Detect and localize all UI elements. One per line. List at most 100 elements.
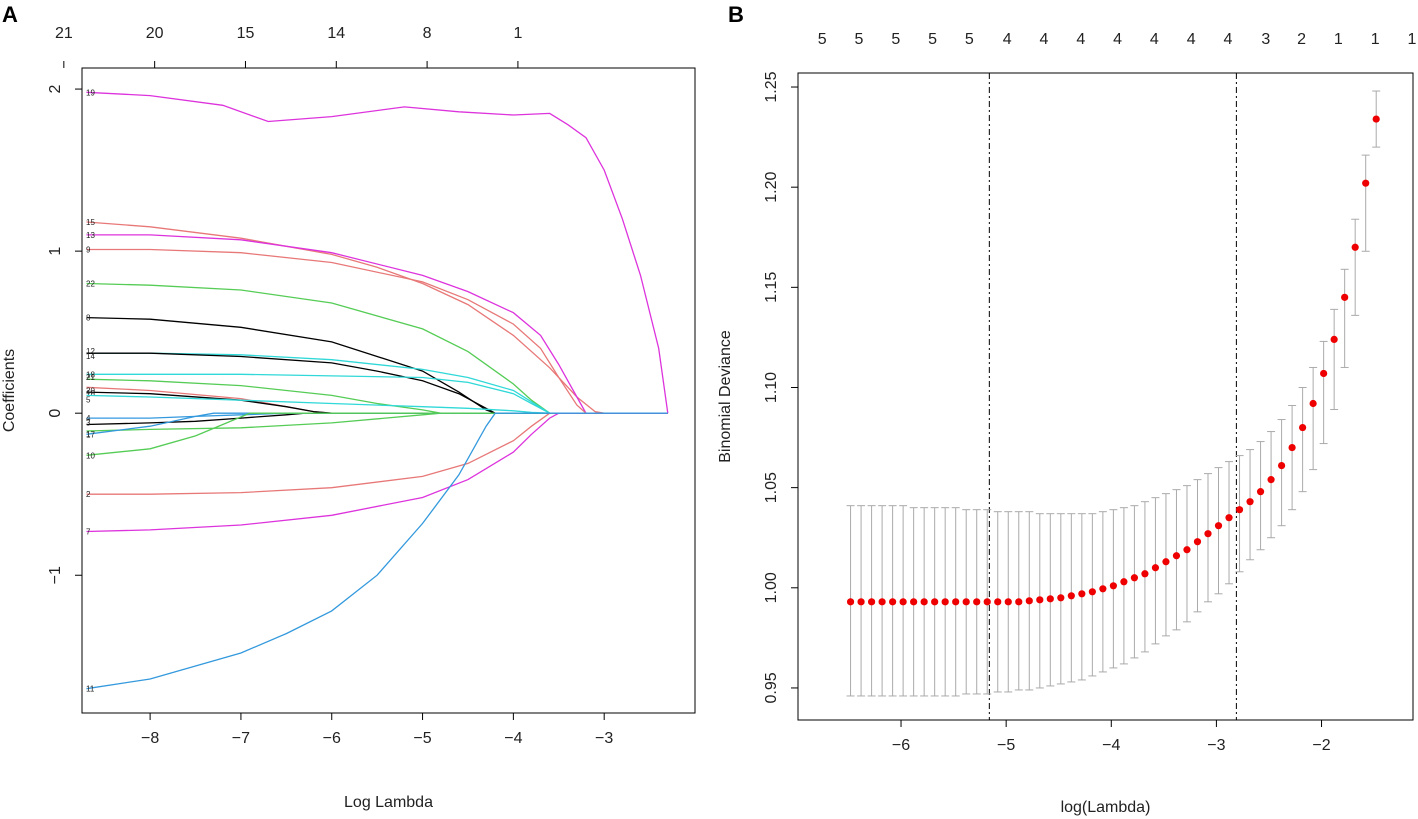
y-tick-label: −1	[47, 566, 64, 584]
y-tick-label: 1.10	[763, 372, 780, 403]
plot-frame	[81, 67, 696, 714]
deviance-point	[1141, 570, 1149, 578]
y-tick-label: 1.25	[763, 71, 780, 102]
top-axis-label: 5	[965, 31, 974, 48]
deviance-point	[1172, 552, 1181, 560]
top-axis-label: 5	[928, 31, 937, 48]
y-tick-label: 1.00	[763, 572, 780, 603]
y-tick-label: 1.05	[763, 472, 780, 503]
deviance-point	[920, 598, 928, 606]
coefficient-path-line	[86, 234, 668, 414]
top-axis-label: 1	[1407, 31, 1416, 48]
x-tick-label: −7	[232, 730, 250, 747]
panel-label-b: B	[728, 2, 744, 27]
deviance-point	[1299, 423, 1307, 432]
coefficient-path-line	[86, 412, 668, 495]
top-axis-label: 4	[1076, 31, 1085, 48]
deviance-point	[1057, 594, 1065, 602]
path-label: 22	[86, 280, 95, 289]
deviance-point	[1162, 558, 1170, 566]
deviance-point	[973, 598, 981, 606]
top-axis-label: 20	[146, 25, 164, 42]
deviance-point	[1036, 596, 1044, 604]
top-axis-label: 1	[513, 25, 522, 42]
coefficient-path-line	[86, 91, 669, 414]
deviance-point	[1309, 399, 1317, 408]
top-axis-label: 21	[55, 25, 73, 42]
y-axis-title: Binomial Deviance	[717, 330, 734, 463]
path-label: 20	[86, 386, 95, 395]
deviance-point	[1362, 179, 1370, 187]
path-label: 21	[86, 373, 95, 382]
top-axis-label: 4	[1113, 31, 1122, 48]
path-label: 3	[86, 419, 91, 428]
top-axis-label: 5	[855, 31, 864, 48]
x-tick-label: −2	[1312, 737, 1330, 754]
deviance-point	[1120, 578, 1128, 586]
y-tick-label: 0.95	[763, 672, 780, 703]
deviance-point	[1288, 443, 1296, 452]
path-label: 11	[86, 685, 95, 694]
deviance-point	[1330, 335, 1338, 344]
deviance-point	[899, 598, 907, 606]
coefficient-path-line	[86, 412, 668, 419]
y-axis-title: Coefficients	[1, 349, 18, 432]
deviance-point	[1246, 498, 1254, 506]
coefficient-path-line	[86, 412, 668, 690]
deviance-point	[910, 598, 918, 606]
path-label: 14	[86, 352, 95, 361]
deviance-point	[1025, 597, 1033, 605]
deviance-point	[1256, 488, 1265, 496]
path-label: 10	[86, 451, 95, 460]
path-label: 12	[86, 347, 95, 356]
coefficient-path-line	[86, 412, 668, 456]
path-label: 13	[86, 231, 95, 240]
y-tick-label: 2	[47, 85, 64, 94]
path-label: 9	[86, 246, 91, 255]
coefficient-path-line	[86, 248, 668, 414]
deviance-point	[1099, 585, 1107, 593]
path-label: 15	[86, 218, 95, 227]
cv-deviance-chart: −6 −5 −4 −3 −2 0.95 1.00 1.05 1.10 1.15 1.20 1.25 5 5…	[717, 31, 1416, 816]
top-axis-label: 5	[818, 31, 827, 48]
top-axis-label: 1	[1334, 31, 1343, 48]
x-axis-title: Log Lambda	[344, 794, 433, 811]
x-tick-label: −5	[997, 737, 1015, 754]
deviance-point	[1204, 530, 1212, 538]
deviance-point	[1372, 115, 1380, 123]
coefficient-path-line	[86, 412, 668, 533]
coefficient-path-line	[86, 412, 668, 435]
top-axis-label: 4	[1150, 31, 1159, 48]
path-label: 8	[86, 314, 91, 323]
x-tick-label: −3	[595, 730, 613, 747]
top-axis-label: 5	[891, 31, 900, 48]
x-tick-label: −6	[892, 737, 910, 754]
deviance-point	[1078, 590, 1086, 598]
path-label: 19	[86, 88, 95, 97]
top-axis-label: 4	[1040, 31, 1049, 48]
x-axis-title: log(Lambda)	[1061, 799, 1151, 816]
deviance-point	[1109, 582, 1117, 590]
deviance-point	[878, 598, 886, 606]
deviance-point	[1046, 595, 1054, 603]
coefficient-path-line	[86, 316, 668, 414]
deviance-point	[1015, 598, 1023, 606]
deviance-point	[1151, 564, 1160, 572]
deviance-point	[994, 598, 1002, 606]
coefficient-path-line	[86, 352, 668, 414]
coefficient-path-line	[86, 352, 668, 414]
deviance-point	[1067, 592, 1075, 600]
panel-label-a: A	[2, 2, 18, 27]
deviance-point	[1214, 522, 1223, 530]
top-axis-label: 8	[423, 25, 432, 42]
deviance-point	[857, 598, 865, 606]
deviance-point	[941, 598, 949, 606]
deviance-point	[1235, 506, 1244, 514]
plot-frame	[797, 72, 1414, 721]
path-label: 17	[86, 430, 95, 439]
path-label: 2	[86, 490, 91, 499]
deviance-point	[1193, 538, 1202, 546]
coefficient-path-line	[86, 221, 668, 414]
